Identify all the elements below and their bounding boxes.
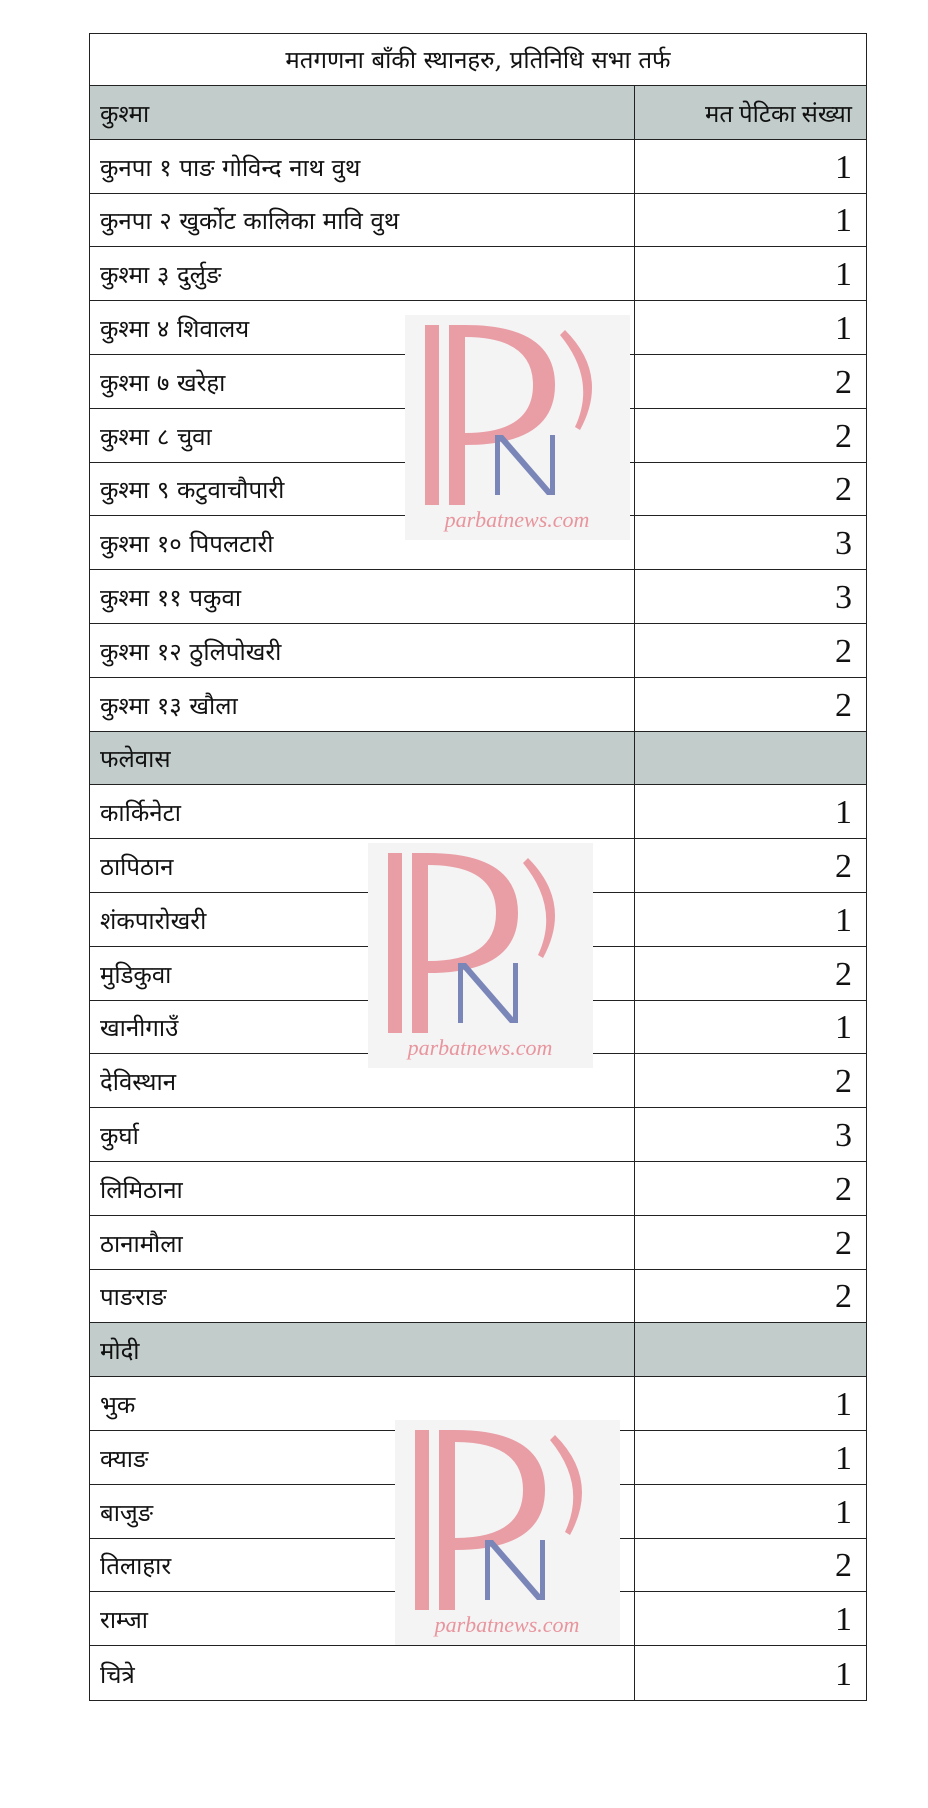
table-row: ठानामौला 2 xyxy=(90,1215,866,1270)
table-row: कुनपा १ पाङ गोविन्द नाथ वुथ 1 xyxy=(90,139,866,194)
ballot-box-count: 2 xyxy=(835,1278,852,1316)
ballot-box-count: 2 xyxy=(835,686,852,724)
place-name: भुक xyxy=(90,1377,635,1430)
ballot-box-count: 1 xyxy=(835,148,852,186)
ballot-box-count: 2 xyxy=(835,1547,852,1585)
table-row: कुश्मा १२ ठुलिपोखरी 2 xyxy=(90,623,866,678)
ballot-box-count: 1 xyxy=(835,256,852,294)
table-title: मतगणना बाँकी स्थानहरु, प्रतिनिधि सभा तर्… xyxy=(90,34,866,86)
place-name: शंकपारोखरी xyxy=(90,892,635,946)
ballot-box-count: 1 xyxy=(835,1439,852,1477)
parbatnews-watermark-logo: parbatnews.com xyxy=(395,1420,620,1645)
svg-text:parbatnews.com: parbatnews.com xyxy=(433,1612,580,1637)
section-header: कुश्मा मत पेटिका संख्या xyxy=(90,86,866,140)
ballot-box-count: 1 xyxy=(835,309,852,347)
place-name: कार्किनेटा xyxy=(90,785,635,839)
svg-text:parbatnews.com: parbatnews.com xyxy=(443,507,590,532)
ballot-box-count: 2 xyxy=(835,632,852,670)
place-name: मुडिकुवा xyxy=(90,946,635,1000)
ballot-box-count: 2 xyxy=(835,1170,852,1208)
place-name: बाजुङ xyxy=(90,1484,635,1538)
place-name: चित्रे xyxy=(90,1646,635,1700)
column-header xyxy=(635,732,866,785)
place-name: तिलाहार xyxy=(90,1538,635,1592)
column-header: मत पेटिका संख्या xyxy=(704,101,852,128)
place-name: ठानामौला xyxy=(90,1215,635,1269)
ballot-box-count: 3 xyxy=(835,525,852,563)
place-name: देविस्थान xyxy=(90,1054,635,1108)
ballot-box-count: 2 xyxy=(835,1063,852,1101)
table-row: कुश्मा ११ पकुवा 3 xyxy=(90,570,866,624)
ballot-box-count: 3 xyxy=(835,1116,852,1154)
place-name: कुनपा १ पाङ गोविन्द नाथ वुथ xyxy=(90,139,635,193)
place-name: कुश्मा ८ चुवा xyxy=(90,408,635,462)
place-name: राम्जा xyxy=(90,1592,635,1646)
ballot-box-count: 2 xyxy=(835,417,852,455)
place-name: कुश्मा ७ खरेहा xyxy=(90,354,635,408)
ballot-box-count: 2 xyxy=(835,363,852,401)
ballot-box-count: 3 xyxy=(835,578,852,616)
table-row: राम्जा 1 xyxy=(90,1592,866,1647)
table-row: कुश्मा ३ दुर्लुङ 1 xyxy=(90,247,866,302)
place-name: खानीगाउँ xyxy=(90,1000,635,1054)
ballot-box-count: 1 xyxy=(835,901,852,939)
ballot-box-count: 1 xyxy=(835,1385,852,1423)
table-row: कुश्मा ७ खरेहा 2 xyxy=(90,354,866,409)
section-name: कुश्मा xyxy=(90,86,635,139)
ballot-box-count: 1 xyxy=(835,794,852,832)
place-name: कुश्मा १२ ठुलिपोखरी xyxy=(90,623,635,677)
table-row: कार्किनेटा 1 xyxy=(90,785,866,840)
ballot-box-count: 2 xyxy=(835,471,852,509)
ballot-box-count: 2 xyxy=(835,955,852,993)
ballot-box-count: 1 xyxy=(835,202,852,240)
section-name: मोदी xyxy=(90,1323,635,1377)
ballot-box-count: 1 xyxy=(835,1493,852,1531)
table-row: पाङराङ 2 xyxy=(90,1269,866,1324)
ballot-box-count: 2 xyxy=(835,847,852,885)
section-header: फलेवास xyxy=(90,731,866,786)
table-row: देविस्थान 2 xyxy=(90,1054,866,1109)
svg-text:parbatnews.com: parbatnews.com xyxy=(406,1035,553,1060)
place-name: कुनपा २ खुर्कोट कालिका मावि वुथ xyxy=(90,193,635,247)
table-row: कुश्मा १३ खौला 2 xyxy=(90,677,866,732)
table-row: कुर्घा 3 xyxy=(90,1108,866,1162)
place-name: पाङराङ xyxy=(90,1269,635,1323)
ballot-box-count: 1 xyxy=(835,1009,852,1047)
place-name: कुश्मा १० पिपलटारी xyxy=(90,516,635,570)
place-name: क्याङ xyxy=(90,1430,635,1484)
place-name: कुर्घा xyxy=(90,1108,635,1161)
table-row: कुश्मा १० पिपलटारी 3 xyxy=(90,516,866,571)
place-name: कुश्मा ११ पकुवा xyxy=(90,570,635,623)
vote-count-table: मतगणना बाँकी स्थानहरु, प्रतिनिधि सभा तर्… xyxy=(89,33,867,1701)
ballot-box-count: 1 xyxy=(835,1655,852,1693)
section-header: मोदी xyxy=(90,1323,866,1378)
place-name: कुश्मा १३ खौला xyxy=(90,677,635,731)
place-name: कुश्मा ३ दुर्लुङ xyxy=(90,247,635,301)
table-row: लिमिठाना 2 xyxy=(90,1161,866,1216)
place-name: कुश्मा ४ शिवालय xyxy=(90,301,635,354)
ballot-box-count: 1 xyxy=(835,1601,852,1639)
place-name: कुश्मा ९ कटुवाचौपारी xyxy=(90,462,635,516)
table-row: चित्रे 1 xyxy=(90,1646,866,1700)
parbatnews-watermark-logo: parbatnews.com xyxy=(405,315,630,540)
place-name: ठापिठान xyxy=(90,839,635,892)
table-row: कुनपा २ खुर्कोट कालिका मावि वुथ 1 xyxy=(90,193,866,248)
section-name: फलेवास xyxy=(90,731,635,785)
ballot-box-count: 2 xyxy=(835,1224,852,1262)
place-name: लिमिठाना xyxy=(90,1161,635,1215)
column-header xyxy=(635,1323,866,1376)
parbatnews-watermark-logo: parbatnews.com xyxy=(368,843,593,1068)
